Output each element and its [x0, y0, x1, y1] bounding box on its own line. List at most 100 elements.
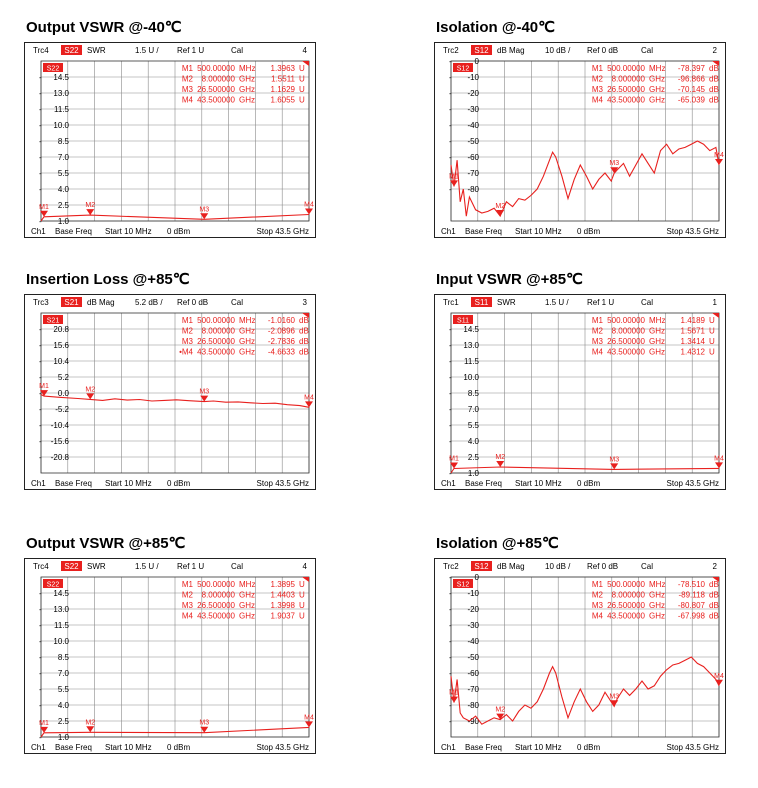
marker-table-freq: 8.000000 — [202, 591, 236, 600]
footer-stop: Stop 43.5 GHz — [257, 227, 309, 236]
marker-table-freq: 500.00000 — [607, 64, 645, 73]
param-badge — [471, 297, 492, 307]
marker-table-unit: GHz — [239, 591, 255, 600]
footer-start: Start 10 MHz — [515, 743, 562, 752]
ref-badge — [453, 63, 473, 72]
trace-label: Trc3 — [33, 298, 49, 307]
footer-stop: Stop 43.5 GHz — [667, 743, 719, 752]
marker-table-value: -67.998 — [678, 612, 706, 621]
footer-base: Base Freq — [55, 479, 92, 488]
marker-table-vunit: dB — [709, 75, 719, 84]
ref-label: Ref 1 U — [177, 46, 204, 55]
y-tick-mark: - — [449, 153, 452, 162]
cal-label: Cal — [641, 298, 653, 307]
y-tick-mark: - — [449, 121, 452, 130]
ref-badge — [453, 579, 473, 588]
ref-badge-label: S21 — [47, 318, 60, 325]
y-tick-mark: - — [449, 357, 452, 366]
marker-table-value: 1.5671 — [681, 327, 706, 336]
plot-frame: Trc2 S12 dB Mag 10 dB / Ref 0 dB Cal 2 0- -10- -2… — [434, 42, 726, 238]
y-tick-mark: - — [449, 637, 452, 646]
y-tick-label: 8.5 — [468, 389, 480, 398]
y-tick-label: 5.2 — [58, 373, 70, 382]
marker-table-unit: MHz — [239, 580, 255, 589]
marker-m1 — [40, 210, 49, 217]
marker-m4 — [305, 721, 313, 728]
marker-label: M4 — [304, 202, 314, 209]
param-badge — [471, 561, 492, 571]
footer-base: Base Freq — [55, 227, 92, 236]
chart-panel-output-vswr-m40: Output VSWR @-40℃ Trc4 S22 SWR 1.5 U / Ref 1… — [24, 18, 324, 258]
marker-table-freq: 8.000000 — [612, 591, 646, 600]
scale-label: 10 dB / — [545, 46, 571, 55]
y-tick-mark: - — [39, 621, 42, 630]
y-tick-label: -60 — [467, 153, 479, 162]
plot-area — [40, 576, 310, 738]
chart-panel-insertion-loss-p85: Insertion Loss @+85℃ Trc3 S21 dB Mag 5.2 dB… — [24, 270, 324, 510]
trace-label: Trc1 — [443, 298, 459, 307]
y-tick-label: -30 — [467, 105, 479, 114]
marker-table-name: M1 — [182, 316, 194, 325]
marker-table-vunit: U — [709, 337, 715, 346]
marker-table-name: M3 — [182, 85, 194, 94]
y-tick-mark: - — [449, 621, 452, 630]
trace-label: Trc4 — [33, 46, 49, 55]
marker-label: M1 — [449, 690, 459, 697]
y-tick-mark: - — [449, 325, 452, 334]
ref-badge-label: S22 — [47, 66, 60, 73]
marker-label: M4 — [304, 394, 314, 401]
y-tick-mark: - — [39, 185, 42, 194]
marker-label: M3 — [609, 456, 619, 463]
marker-table-name: M2 — [182, 75, 194, 84]
marker-table-vunit: U — [299, 591, 305, 600]
y-tick-mark: - — [449, 589, 452, 598]
param-label: S12 — [474, 562, 489, 571]
marker-table-vunit: dB — [299, 337, 309, 346]
y-tick-mark: - — [449, 669, 452, 678]
marker-label: M2 — [85, 719, 95, 726]
y-tick-label: 2.5 — [58, 717, 70, 726]
param-label: S21 — [64, 298, 79, 307]
y-tick-label: 1.0 — [58, 217, 70, 226]
y-tick-mark: - — [449, 701, 452, 710]
chart-panel-isolation-p85: Isolation @+85℃ Trc2 S12 dB Mag 10 dB / Ref … — [434, 534, 734, 774]
y-tick-mark: - — [39, 121, 42, 130]
y-tick-label: -20 — [467, 605, 479, 614]
marker-label: M3 — [199, 206, 209, 213]
marker-label: M1 — [449, 456, 459, 463]
param-label: S22 — [64, 562, 79, 571]
marker-table-freq: 500.00000 — [607, 580, 645, 589]
marker-table-value: 1.3998 — [271, 601, 296, 610]
ref-label: Ref 1 U — [177, 562, 204, 571]
y-tick-mark: - — [39, 421, 42, 430]
marker-m3 — [200, 213, 209, 220]
y-tick-mark: - — [449, 389, 452, 398]
marker-m1 — [450, 462, 459, 469]
ref-badge-label: S12 — [457, 66, 470, 73]
chart-title: Output VSWR @+85℃ — [26, 535, 186, 552]
marker-table-unit: GHz — [649, 96, 665, 105]
y-tick-label: -80 — [467, 701, 479, 710]
marker-table-freq: 26.500000 — [197, 601, 235, 610]
marker-label: M2 — [85, 386, 95, 393]
y-tick-label: 10.0 — [53, 121, 69, 130]
y-tick-mark: - — [449, 453, 452, 462]
marker-table-vunit: U — [299, 75, 305, 84]
y-tick-mark: - — [39, 373, 42, 382]
chart-panel-isolation-m40: Isolation @-40℃ Trc2 S12 dB Mag 10 dB / Ref … — [434, 18, 734, 258]
ref-badge — [43, 63, 63, 72]
marker-table-freq: 500.00000 — [607, 316, 645, 325]
y-tick-label: -30 — [467, 621, 479, 630]
marker-table-vunit: U — [299, 85, 305, 94]
marker-table-unit: GHz — [649, 337, 665, 346]
trace-line — [40, 213, 310, 222]
marker-m2 — [86, 726, 95, 733]
marker-table-unit: MHz — [239, 316, 255, 325]
marker-m4 — [715, 159, 723, 166]
y-tick-mark: - — [39, 325, 42, 334]
marker-table-unit: MHz — [649, 316, 665, 325]
y-tick-label: 0 — [475, 57, 480, 66]
y-tick-label: 4.0 — [58, 185, 70, 194]
y-tick-label: -15.6 — [51, 437, 70, 446]
y-tick-mark: - — [449, 137, 452, 146]
